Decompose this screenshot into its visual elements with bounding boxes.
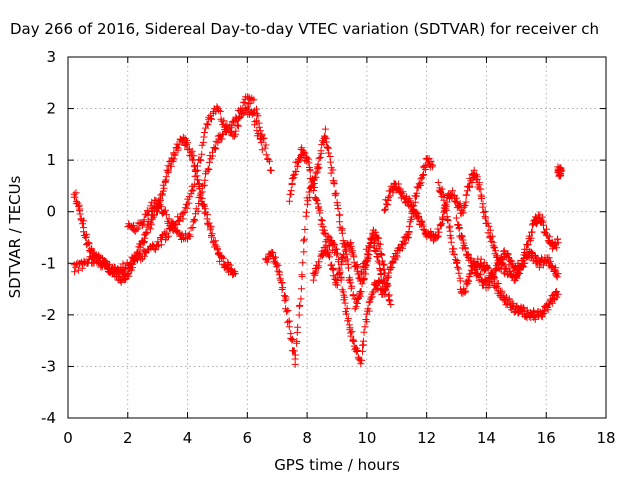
grid (68, 57, 606, 418)
x-tick-label: 8 (302, 429, 312, 447)
y-tick-label: -1 (41, 254, 56, 272)
x-tick-label: 18 (596, 429, 615, 447)
x-tick-label: 6 (243, 429, 253, 447)
axis-ticks (67, 56, 607, 419)
data-marks (70, 93, 565, 368)
x-tick-label: 14 (477, 429, 496, 447)
y-tick-label: 2 (46, 100, 56, 118)
x-tick-label: 12 (417, 429, 436, 447)
x-tick-label: 0 (63, 429, 73, 447)
x-tick-label: 10 (357, 429, 376, 447)
chart-title: Day 266 of 2016, Sidereal Day-to-day VTE… (10, 20, 599, 38)
y-tick-label: 1 (46, 151, 56, 169)
x-tick-label: 4 (183, 429, 193, 447)
y-axis-label: SDTVAR / TECUs (6, 175, 24, 298)
y-tick-label: -3 (41, 357, 56, 375)
y-tick-label: -2 (41, 306, 56, 324)
y-tick-label: 0 (46, 203, 56, 221)
x-tick-labels: 0 2 4 6 8 10 12 14 16 18 (63, 429, 615, 447)
x-tick-label: 2 (123, 429, 133, 447)
y-tick-label: -4 (41, 409, 56, 427)
x-tick-label: 16 (537, 429, 556, 447)
y-tick-label: 3 (46, 48, 56, 66)
x-axis-label: GPS time / hours (274, 456, 400, 474)
y-tick-labels: -4 -3 -2 -1 0 1 2 3 (41, 48, 56, 427)
scatter-plus-markers (70, 93, 565, 368)
plot-frame (67, 56, 607, 419)
